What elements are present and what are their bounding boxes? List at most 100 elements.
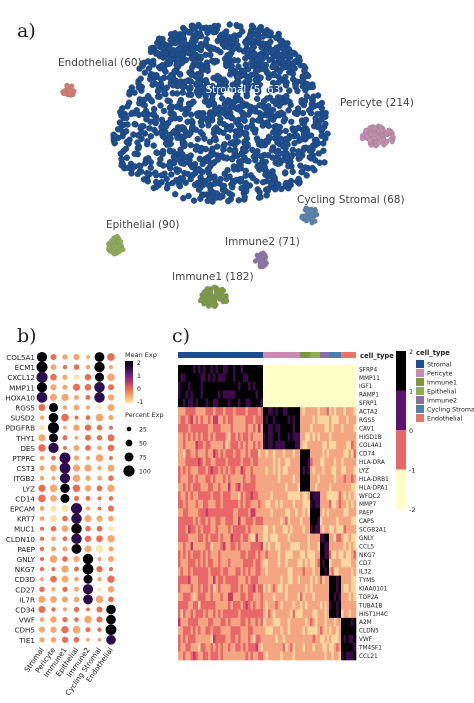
dot xyxy=(96,435,103,441)
heatmap-cell xyxy=(208,626,211,636)
heatmap-cell xyxy=(238,643,241,652)
heatmap-cell xyxy=(243,373,246,383)
heatmap-cell xyxy=(238,617,241,627)
heatmap-cell xyxy=(253,643,256,652)
heatmap-cell xyxy=(341,407,344,416)
dot xyxy=(48,442,59,454)
heatmap-cell xyxy=(322,634,325,644)
scatter-point xyxy=(249,117,256,124)
heatmap-cell xyxy=(180,390,184,400)
heatmap-cell xyxy=(320,643,323,652)
dot xyxy=(97,465,102,471)
heatmap-cell xyxy=(315,390,318,400)
heatmap-cell xyxy=(208,365,211,374)
heatmap-cell xyxy=(353,365,357,374)
heatmap-cell xyxy=(205,609,209,619)
heatmap-cell xyxy=(195,609,199,619)
scatter-point xyxy=(139,62,146,70)
heatmap-cell xyxy=(250,550,254,560)
dot xyxy=(62,384,68,390)
heatmap-cell xyxy=(351,373,354,383)
heatmap-cell xyxy=(267,407,271,416)
heatmap-cell xyxy=(326,626,330,636)
dot xyxy=(96,485,103,492)
heatmap-cell xyxy=(353,592,357,602)
heatmap-cell xyxy=(230,474,234,484)
heatmap-cell xyxy=(324,449,328,459)
heatmap-cell xyxy=(185,491,189,501)
heatmap-cell xyxy=(200,365,204,374)
scatter-point xyxy=(265,103,272,110)
heatmap-gene-label: CAPS xyxy=(359,519,375,525)
heatmap-cell xyxy=(233,525,236,534)
heatmap-cell xyxy=(203,415,206,425)
scatter-point xyxy=(205,122,212,129)
heatmap-cell xyxy=(253,499,256,509)
heatmap-cell xyxy=(195,474,199,484)
dot xyxy=(50,616,57,623)
heatmap-cell xyxy=(312,491,316,501)
heatmap-cell xyxy=(280,584,284,593)
dot xyxy=(94,372,105,382)
heatmap-cell xyxy=(272,533,276,543)
heatmap-cell xyxy=(230,365,234,374)
scatter-point xyxy=(124,121,131,128)
heatmap-cell xyxy=(324,440,328,450)
heatmap-cell xyxy=(315,542,318,551)
heatmap-cell xyxy=(183,575,186,585)
heatmap-cell xyxy=(353,483,357,492)
heatmap-cell xyxy=(312,365,316,374)
heatmap-cell xyxy=(180,432,184,442)
heatmap-cell xyxy=(213,457,216,467)
heatmap-cell xyxy=(223,424,226,433)
dot xyxy=(71,543,82,554)
heatmap-cell xyxy=(343,643,347,652)
heatmap-cell xyxy=(312,575,316,585)
heatmap-cell xyxy=(333,424,337,433)
scatter-point xyxy=(291,140,298,147)
dot xyxy=(51,475,56,481)
heatmap-cell xyxy=(265,601,269,610)
scatter-point xyxy=(141,69,149,76)
heatmap-cell xyxy=(324,424,328,433)
heatmap-cell xyxy=(302,440,306,450)
heatmap-cell xyxy=(178,499,181,509)
heatmap-gene-label: CCL5 xyxy=(359,544,374,550)
heatmap-cell xyxy=(290,634,293,644)
heatmap-cell xyxy=(326,415,330,425)
heatmap-cell xyxy=(208,407,211,416)
heatmap-cell xyxy=(287,525,291,534)
heatmap-cell xyxy=(341,373,344,383)
heatmap-cell xyxy=(215,643,219,652)
heatmap-cell xyxy=(245,542,249,551)
dot xyxy=(61,393,69,402)
heatmap-cell xyxy=(317,440,321,450)
scatter-point xyxy=(264,49,271,56)
heatmap-cell xyxy=(280,550,284,560)
scatter-point xyxy=(234,73,242,80)
heatmap-cell xyxy=(230,449,234,459)
heatmap-cell xyxy=(178,457,181,467)
heatmap-cell xyxy=(253,584,256,593)
dot xyxy=(86,607,90,612)
heatmap-cell xyxy=(248,508,251,518)
scatter-point xyxy=(211,180,219,187)
scatter-point xyxy=(264,32,272,39)
dot xyxy=(51,536,56,542)
dot xyxy=(62,435,68,441)
heatmap-cell xyxy=(215,609,219,619)
heatmap-cell xyxy=(218,440,221,450)
heatmap-cell xyxy=(329,626,332,636)
heatmap-cell xyxy=(275,407,279,416)
scatter-point xyxy=(243,90,250,97)
heatmap-cell xyxy=(263,584,266,593)
heatmap-cell xyxy=(233,407,236,416)
heatmap-cell xyxy=(343,634,347,644)
heatmap-cell xyxy=(282,415,286,425)
heatmap-cell xyxy=(310,626,313,636)
heatmap-cell xyxy=(331,483,335,492)
heatmap-cell xyxy=(267,617,271,627)
heatmap-cell xyxy=(324,567,328,577)
heatmap-cell xyxy=(223,407,226,416)
heatmap-cell xyxy=(253,466,256,475)
